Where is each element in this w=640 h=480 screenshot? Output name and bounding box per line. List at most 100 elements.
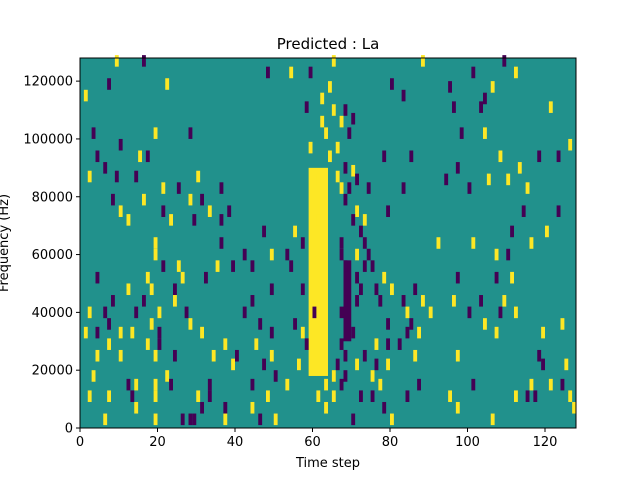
heatmap-cell bbox=[87, 390, 92, 402]
heatmap-cell bbox=[153, 390, 158, 402]
heatmap-cell bbox=[362, 260, 367, 272]
heatmap-cell bbox=[510, 271, 514, 284]
heatmap-cell bbox=[149, 283, 154, 296]
heatmap-cell bbox=[471, 66, 476, 79]
heatmap-cell bbox=[494, 248, 499, 261]
heatmap-cell bbox=[130, 326, 135, 339]
heatmap-cell bbox=[359, 283, 363, 296]
heatmap-cell bbox=[293, 318, 297, 330]
heatmap-cell bbox=[223, 338, 228, 350]
heatmap-cell bbox=[142, 193, 146, 206]
heatmap-cell bbox=[525, 390, 530, 402]
heatmap-cell bbox=[386, 358, 390, 371]
heatmap-cell bbox=[316, 214, 321, 226]
heatmap-cell bbox=[188, 127, 193, 139]
heatmap-cell bbox=[351, 214, 356, 226]
heatmap-cell bbox=[324, 127, 328, 139]
heatmap-cell bbox=[114, 55, 119, 67]
heatmap-cell bbox=[103, 413, 108, 426]
heatmap-cell bbox=[537, 150, 542, 163]
heatmap-cell bbox=[200, 401, 204, 414]
heatmap-cell bbox=[483, 318, 487, 330]
heatmap-cell bbox=[153, 413, 158, 426]
heatmap-cell bbox=[397, 338, 402, 350]
heatmap-cell bbox=[126, 283, 131, 296]
heatmap-cell bbox=[300, 326, 305, 339]
heatmap-cell bbox=[320, 115, 325, 128]
heatmap-cell bbox=[362, 237, 367, 249]
heatmap-cell bbox=[134, 401, 139, 414]
heatmap-cell bbox=[339, 182, 344, 194]
heatmap-cell bbox=[405, 390, 410, 402]
heatmap-cell bbox=[87, 306, 92, 319]
heatmap-cell bbox=[521, 205, 526, 217]
heatmap-cell bbox=[269, 248, 274, 261]
heatmap-cell bbox=[231, 260, 235, 272]
heatmap-cell bbox=[471, 237, 476, 249]
heatmap-cell bbox=[541, 358, 545, 371]
heatmap-cell bbox=[188, 193, 193, 206]
heatmap-cell bbox=[390, 78, 394, 90]
heatmap-cell bbox=[331, 55, 336, 67]
heatmap-cell bbox=[370, 370, 375, 382]
heatmap-cell bbox=[471, 378, 476, 391]
heatmap-cell bbox=[386, 205, 390, 217]
heatmap-cell bbox=[351, 413, 356, 426]
heatmap-cell bbox=[382, 401, 387, 414]
heatmap-cell bbox=[285, 378, 290, 391]
heatmap-cell bbox=[300, 283, 305, 296]
heatmap-cell bbox=[316, 390, 321, 402]
heatmap-cell bbox=[114, 170, 119, 183]
heatmap-cell bbox=[126, 378, 131, 391]
heatmap-cell bbox=[331, 104, 336, 116]
heatmap-cell bbox=[486, 173, 491, 186]
heatmap-cell bbox=[467, 306, 472, 319]
heatmap-cell bbox=[153, 237, 158, 249]
heatmap-cell bbox=[386, 338, 390, 350]
heatmap-cell bbox=[533, 390, 538, 402]
heatmap-cell bbox=[153, 248, 158, 261]
heatmap-cell bbox=[351, 112, 356, 125]
heatmap-cell bbox=[107, 338, 111, 350]
heatmap-cell bbox=[390, 413, 394, 426]
heatmap-cell bbox=[370, 260, 375, 272]
heatmap-cell bbox=[161, 205, 166, 217]
x-tick-label: 80 bbox=[382, 435, 399, 450]
heatmap-cell bbox=[184, 306, 189, 319]
heatmap-cell bbox=[401, 182, 406, 194]
heatmap-cell bbox=[382, 271, 387, 284]
heatmap-cell bbox=[502, 55, 507, 67]
x-tick-label: 0 bbox=[76, 435, 84, 450]
heatmap-cell bbox=[374, 283, 379, 296]
heatmap-cell bbox=[498, 306, 503, 319]
heatmap-cell bbox=[343, 104, 348, 116]
heatmap-cell bbox=[176, 260, 181, 272]
heatmap-cell bbox=[207, 205, 212, 217]
heatmap-cell bbox=[548, 101, 553, 113]
heatmap-cell bbox=[331, 370, 336, 382]
heatmap-cell bbox=[413, 349, 418, 362]
heatmap-cell bbox=[320, 349, 325, 362]
heatmap-cell bbox=[568, 390, 573, 402]
heatmap-cell bbox=[564, 358, 569, 371]
heatmap-cell bbox=[355, 173, 359, 186]
heatmap-cell bbox=[157, 306, 162, 319]
heatmap-cell bbox=[545, 225, 549, 238]
heatmap-cell bbox=[266, 66, 270, 79]
heatmap-cell bbox=[95, 326, 100, 339]
y-tick-label: 120000 bbox=[23, 75, 73, 90]
heatmap-cell bbox=[506, 173, 511, 186]
heatmap-cell bbox=[304, 101, 309, 113]
heatmap-cell bbox=[347, 182, 352, 194]
x-tick-label: 60 bbox=[304, 435, 321, 450]
heatmap-cell bbox=[169, 214, 173, 226]
heatmap-cell bbox=[490, 413, 495, 426]
heatmap-cell bbox=[138, 150, 142, 163]
heatmap-cell bbox=[204, 271, 208, 284]
heatmap-cell bbox=[455, 401, 460, 414]
heatmap-cell bbox=[165, 78, 170, 90]
heatmap-cell bbox=[173, 283, 177, 296]
heatmap-cell bbox=[266, 390, 270, 402]
heatmap-cell bbox=[343, 193, 348, 206]
heatmap-cell bbox=[448, 81, 452, 93]
